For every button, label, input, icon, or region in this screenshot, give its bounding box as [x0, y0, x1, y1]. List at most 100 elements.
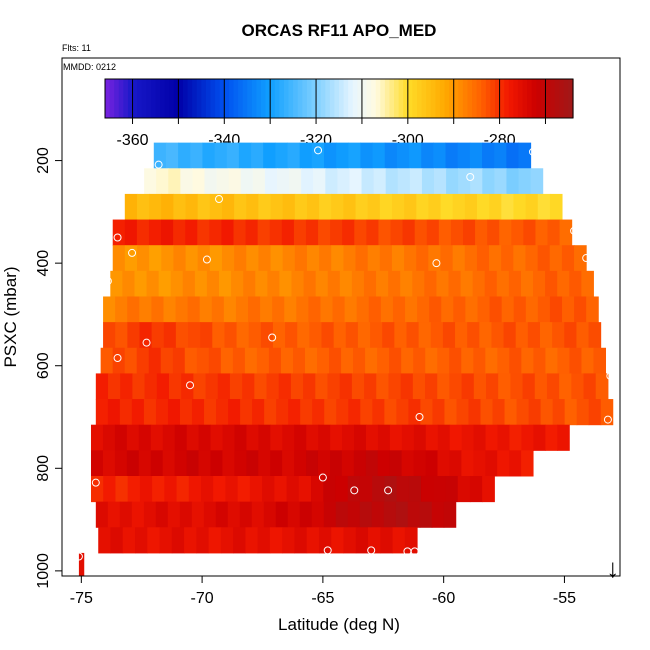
colorbar-segment — [352, 79, 358, 118]
heatmap-cell — [264, 399, 277, 426]
heatmap-cell — [222, 450, 235, 477]
y-tick-label: 1000 — [35, 553, 52, 589]
heatmap-cell — [215, 501, 229, 528]
heatmap-cell — [203, 501, 217, 528]
heatmap-cell — [588, 322, 602, 349]
heatmap-cell — [342, 424, 355, 451]
heatmap-cell — [245, 219, 259, 246]
heatmap-cell — [473, 373, 487, 400]
heatmap-cell — [533, 424, 546, 451]
colorbar-segment — [105, 79, 111, 118]
heatmap-cell — [320, 296, 334, 323]
heatmap-cell — [353, 450, 367, 477]
heatmap-cell — [361, 168, 375, 195]
heatmap-cell — [313, 168, 326, 195]
heatmap-cell — [357, 322, 371, 349]
heatmap-cell — [306, 245, 320, 272]
heatmap-cell — [184, 347, 198, 374]
heatmap-cell — [246, 424, 259, 451]
heatmap-cell — [242, 373, 255, 400]
heatmap-cell — [372, 142, 386, 169]
heatmap-cell — [137, 245, 150, 272]
heatmap-cell — [407, 501, 421, 528]
heatmap-cell — [202, 142, 216, 169]
heatmap-cell — [473, 347, 486, 374]
heatmap-cell — [194, 270, 208, 297]
colorbar-segment — [150, 79, 157, 118]
heatmap-cell — [281, 219, 295, 246]
heatmap-cell — [345, 322, 359, 349]
flight-point — [318, 473, 327, 482]
heatmap-cell — [268, 347, 282, 374]
heatmap-cell — [432, 399, 445, 426]
heatmap-cell — [428, 193, 442, 221]
heatmap-cell — [272, 322, 286, 349]
colorbar-segment — [444, 79, 450, 118]
heatmap-cell — [349, 168, 363, 195]
heatmap-cell — [161, 219, 174, 246]
down-arrow-icon: ↓ — [606, 553, 619, 583]
colorbar-segment — [389, 79, 395, 118]
heatmap-cell — [409, 142, 422, 169]
heatmap-cell — [127, 296, 140, 323]
heatmap-cell — [256, 347, 270, 374]
colorbar-segment — [160, 79, 166, 118]
heatmap-cell — [330, 219, 343, 246]
heatmap-cell — [527, 322, 541, 349]
flight-point — [410, 547, 419, 556]
colorbar-segment — [274, 79, 280, 118]
heatmap-cell — [461, 373, 475, 400]
heatmap-cell — [321, 322, 335, 349]
heatmap-cell — [339, 270, 353, 297]
heatmap-cell — [173, 193, 187, 221]
heatmap-cell — [103, 475, 116, 503]
flight-point — [415, 413, 424, 422]
colorbar-segment — [201, 79, 207, 118]
flight-point — [103, 277, 112, 286]
flight-point — [142, 338, 151, 347]
colorbar-segment — [536, 79, 542, 118]
heatmap-cell — [98, 527, 111, 554]
heatmap-cell — [234, 424, 247, 451]
heatmap-cell — [449, 347, 462, 374]
heatmap-cell — [134, 270, 148, 297]
heatmap-cell — [191, 501, 205, 528]
colorbar-segment — [426, 79, 432, 118]
heatmap-cell — [318, 527, 332, 554]
heatmap-cell — [511, 219, 524, 246]
heatmap-cell — [425, 373, 438, 400]
colorbar-segment — [270, 79, 276, 118]
heatmap-cell — [246, 193, 259, 221]
heatmap-cell — [377, 347, 390, 374]
x-axis: -75 -70 -65 -60 -55 — [70, 575, 576, 607]
heatmap-cell — [341, 450, 355, 477]
colorbar-segment — [279, 79, 285, 118]
heatmap-cell — [546, 373, 560, 400]
heatmap-cell — [440, 245, 454, 272]
heatmap-cell — [115, 475, 129, 503]
heatmap-cell — [119, 501, 133, 528]
heatmap-cell — [179, 501, 193, 528]
heatmap-cell — [397, 168, 411, 195]
heatmap-cell — [114, 424, 128, 451]
heatmap-cell — [354, 219, 367, 246]
heatmap-cell — [385, 168, 399, 195]
heatmap-cell — [136, 219, 150, 246]
heatmap-cell — [372, 399, 385, 426]
heatmap-cell — [450, 219, 464, 246]
heatmap-cell — [172, 347, 186, 374]
heatmap-cell — [258, 450, 271, 477]
heatmap-cell — [549, 296, 563, 323]
heatmap-cell — [165, 142, 179, 169]
heatmap-cell — [127, 322, 140, 349]
heatmap-cell — [508, 270, 522, 297]
heatmap-cell — [144, 168, 157, 195]
heatmap-cell — [420, 399, 433, 426]
colorbar-segment — [371, 79, 377, 118]
heatmap-cell — [518, 142, 532, 169]
colorbar-segment — [297, 79, 303, 118]
heatmap-cell — [545, 424, 558, 451]
heatmap-cell — [168, 373, 182, 400]
heatmap-cell — [221, 219, 235, 246]
flight-point — [350, 486, 359, 495]
